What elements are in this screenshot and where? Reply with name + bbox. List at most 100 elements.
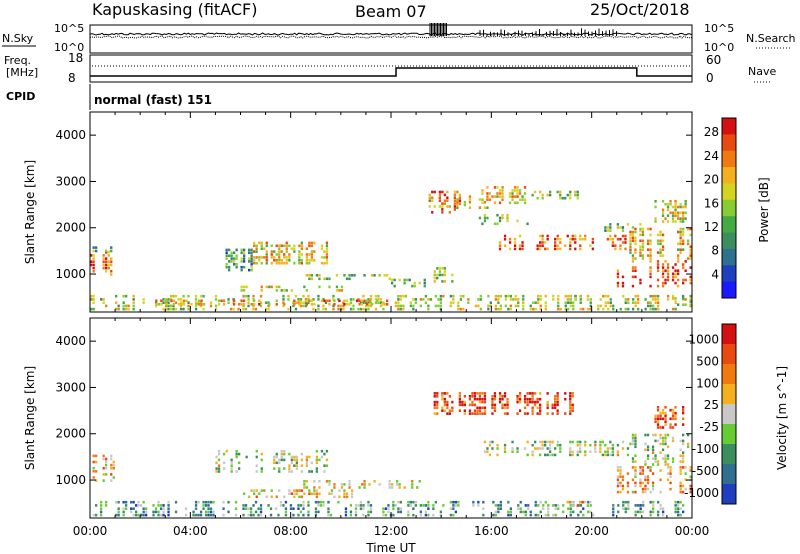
range-cell <box>459 298 462 301</box>
range-cell <box>499 294 502 298</box>
range-cell <box>369 510 373 514</box>
range-cell <box>639 233 642 237</box>
range-cell <box>669 426 672 429</box>
range-cell <box>252 298 255 301</box>
range-cell <box>488 453 492 457</box>
range-cell <box>117 304 120 308</box>
range-cell <box>486 216 489 220</box>
range-cell <box>473 397 477 401</box>
range-cell <box>107 263 110 267</box>
range-cell <box>513 195 517 198</box>
range-cell <box>458 193 461 197</box>
range-cell <box>556 409 559 412</box>
range-cell <box>609 440 612 444</box>
range-cell <box>453 190 456 194</box>
range-cell <box>313 492 316 495</box>
range-cell <box>614 247 617 251</box>
range-cell <box>679 513 682 517</box>
range-cell <box>285 256 288 259</box>
station-title: Kapuskasing (fitACF) <box>92 0 257 19</box>
range-cell <box>539 304 542 308</box>
range-cell <box>656 239 660 243</box>
range-cell <box>606 453 609 457</box>
range-cell <box>359 504 363 507</box>
range-cell <box>631 284 635 288</box>
range-cell <box>629 233 632 237</box>
range-cell <box>137 513 140 517</box>
range-cell <box>463 203 466 207</box>
range-cell <box>270 253 273 256</box>
range-cell <box>436 406 439 410</box>
range-cell <box>260 285 263 289</box>
range-cell <box>434 294 437 298</box>
range-cell <box>315 489 319 492</box>
range-cell <box>192 513 195 517</box>
range-cell <box>446 392 449 395</box>
range-cell <box>541 244 544 247</box>
range-cell <box>572 307 575 311</box>
range-cell <box>442 504 445 507</box>
colorbar-tick-label: 28 <box>704 125 719 139</box>
range-cell <box>473 392 477 395</box>
range-cell <box>661 442 665 446</box>
range-cell <box>275 303 278 306</box>
range-cell <box>556 403 559 407</box>
range-cell <box>408 278 411 282</box>
range-cell <box>569 513 572 517</box>
range-cell <box>164 304 168 308</box>
range-cell <box>529 307 532 311</box>
range-cell <box>339 304 343 308</box>
range-cell <box>689 266 692 269</box>
range-cell <box>626 490 630 494</box>
range-cell <box>531 397 534 401</box>
range-cell <box>298 303 301 306</box>
range-cell <box>245 455 248 459</box>
range-cell <box>689 484 692 488</box>
range-cell <box>280 458 283 462</box>
range-cell <box>438 273 441 277</box>
range-cell <box>142 507 145 510</box>
range-cell <box>258 241 261 245</box>
range-cell <box>167 510 170 514</box>
range-cell <box>244 307 248 311</box>
range-cell <box>524 510 527 514</box>
range-cell <box>679 217 682 220</box>
range-cell <box>536 196 539 200</box>
range-cell <box>240 260 243 263</box>
range-cell <box>682 423 685 426</box>
range-cell <box>518 247 522 251</box>
range-cell <box>546 403 549 407</box>
range-cell <box>478 395 482 398</box>
range-cell <box>662 513 665 517</box>
range-cell <box>616 490 620 494</box>
range-cell <box>677 510 680 514</box>
range-cell <box>293 495 296 499</box>
range-cell <box>639 484 642 488</box>
range-cell <box>684 478 687 482</box>
range-cell <box>293 303 296 306</box>
range-cell <box>589 307 592 311</box>
range-cell <box>503 234 507 238</box>
range-cell <box>310 244 313 248</box>
range-cell <box>441 202 444 205</box>
range-cell <box>619 247 622 251</box>
range-cell <box>308 299 311 303</box>
range-cell <box>443 409 446 412</box>
range-cell <box>110 454 113 458</box>
range-cell <box>634 454 637 457</box>
range-cell <box>333 495 336 499</box>
range-cell <box>621 487 625 491</box>
range-cell <box>556 412 559 415</box>
range-cell <box>295 464 298 467</box>
range-cell <box>345 492 349 495</box>
range-cell <box>641 472 645 475</box>
range-cell <box>659 469 662 472</box>
range-cell <box>458 202 461 205</box>
range-cell <box>358 303 361 306</box>
range-cell <box>682 466 685 469</box>
range-cell <box>443 403 446 407</box>
range-cell <box>634 510 637 514</box>
range-cell <box>374 301 378 304</box>
range-cell <box>305 259 308 262</box>
range-cell <box>493 409 497 412</box>
